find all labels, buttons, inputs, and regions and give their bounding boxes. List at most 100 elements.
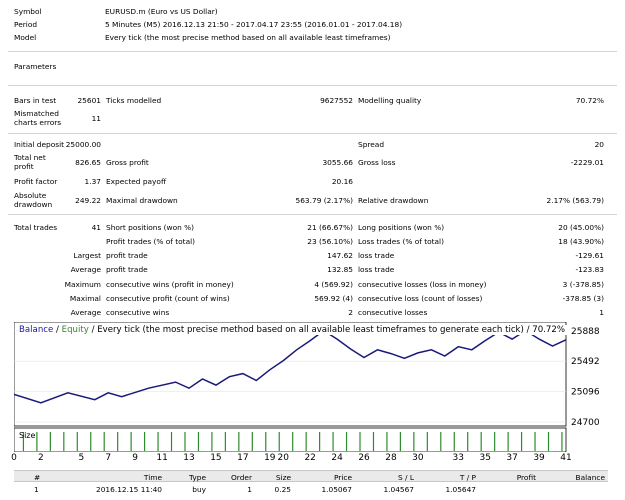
divider: [8, 51, 617, 52]
legend-description: / Every tick (the most precise method ba…: [91, 325, 566, 335]
mxl-cp-value: 569.92 (4): [314, 294, 353, 303]
model-label: Model: [14, 33, 37, 42]
x-tick-label: 0: [11, 453, 17, 463]
table-row[interactable]: 1 2016.12.15 11:40 buy 1 0.25 1.05067 1.…: [14, 483, 608, 495]
pf-label: Profit factor: [14, 177, 58, 186]
col-num: #: [34, 473, 41, 482]
mismatch-label: Mismatched charts errors: [14, 109, 62, 127]
largest-pt-value: 147.62: [327, 251, 353, 260]
average-lt-label: loss trade: [358, 265, 395, 274]
period-label: Period: [14, 20, 38, 29]
x-tick-label: 17: [237, 453, 249, 463]
x-tick-label: 30: [412, 453, 424, 463]
maxdd-label: Maximal drawdown: [106, 196, 178, 205]
lt-label: Loss trades (% of total): [358, 237, 444, 246]
avg-cl-label: consecutive losses: [358, 308, 428, 317]
x-tick-label: 39: [533, 453, 545, 463]
trades-label: Total trades: [14, 223, 58, 232]
netprofit-value: 826.65: [75, 158, 101, 167]
short-value: 21 (66.67%): [307, 223, 353, 232]
average-pt-value: 132.85: [327, 265, 353, 274]
netprofit-label: Total net profit: [14, 153, 46, 171]
grossloss-label: Gross loss: [358, 158, 396, 167]
y-tick-labels: 24700 25096 25492 25888: [571, 327, 600, 428]
chart-plot-frame: [14, 322, 567, 427]
long-value: 20 (45.00%): [558, 223, 604, 232]
size-panel-frame: [14, 427, 567, 452]
max-cw-value: 4 (569.92): [314, 280, 353, 289]
largest-lt-value: -129.61: [575, 251, 604, 260]
col-price: Price: [333, 473, 352, 482]
grossprofit-value: 3055.66: [322, 158, 353, 167]
y-tick-label: 25888: [571, 327, 600, 337]
max-cw-label: consecutive wins (profit in money): [106, 280, 234, 289]
bars-value: 25601: [77, 96, 101, 105]
period-value: 5 Minutes (M5) 2016.12.13 21:50 - 2017.0…: [105, 20, 403, 29]
balance-chart: 24700 25096 25492 25888 Balance / Equity / …: [14, 322, 608, 452]
largest-label: Largest: [73, 251, 101, 260]
quality-value: 70.72%: [575, 96, 604, 105]
ticks-value: 9627552: [320, 96, 353, 105]
mismatch-value: 11: [91, 114, 101, 123]
size-bars: [22, 432, 563, 451]
spread-value: 20: [594, 140, 604, 149]
short-label: Short positions (won %): [106, 223, 195, 232]
average2-label: Average: [70, 308, 101, 317]
absdd-value: 249.22: [75, 196, 101, 205]
x-tick-label: 22: [304, 453, 316, 463]
cell-order: 1: [247, 485, 252, 494]
largest-pt-label: profit trade: [106, 251, 148, 260]
col-size: Size: [275, 473, 291, 482]
x-tick-label: 15: [210, 453, 222, 463]
avg-cw-value: 2: [348, 308, 353, 317]
x-tick-label: 9: [132, 453, 139, 463]
cell-tp: 1.05647: [445, 485, 476, 494]
col-balance: Balance: [575, 473, 605, 482]
pf-value: 1.37: [84, 177, 101, 186]
x-tick-label: 35: [479, 453, 491, 463]
cell-price: 1.05067: [321, 485, 352, 494]
mxl-cl-value: -378.85 (3): [562, 294, 604, 303]
largest-lt-label: loss trade: [358, 251, 395, 260]
trades-value: 41: [91, 223, 101, 232]
legend-balance: Balance: [19, 325, 54, 335]
deposit-label: Initial deposit: [14, 140, 65, 149]
average-pt-label: profit trade: [106, 265, 148, 274]
x-tick-label: 7: [105, 453, 112, 463]
y-tick-label: 24700: [571, 418, 600, 428]
col-time: Time: [143, 473, 162, 482]
trades-table-header: # Time Type Order Size Price S / L T / P…: [14, 470, 608, 482]
average-label: Average: [70, 265, 101, 274]
col-type: Type: [189, 473, 206, 482]
x-tick-label: 28: [385, 453, 397, 463]
col-tp: T / P: [459, 473, 476, 482]
symbol-value: EURUSD.m (Euro vs US Dollar): [105, 7, 218, 16]
col-profit: Profit: [516, 473, 536, 482]
balance-chart-svg: 24700 25096 25492 25888: [14, 322, 600, 452]
payoff-label: Expected payoff: [106, 177, 167, 186]
divider: [8, 214, 617, 215]
chart-legend: Balance / Equity / Every tick (the most …: [19, 325, 568, 335]
maximal-label: Maximal: [69, 294, 101, 303]
legend-separator: /: [56, 325, 59, 335]
quality-label: Modelling quality: [358, 96, 422, 105]
payoff-value: 20.16: [331, 177, 353, 186]
cell-sl: 1.04567: [383, 485, 414, 494]
model-value: Every tick (the most precise method base…: [105, 33, 391, 42]
ticks-label: Ticks modelled: [106, 96, 162, 105]
avg-cw-label: consecutive wins: [106, 308, 170, 317]
cell-size: 0.25: [274, 485, 291, 494]
col-order: Order: [230, 473, 252, 482]
y-tick-label: 25096: [571, 388, 600, 398]
cell-num: 1: [34, 485, 39, 494]
size-label: Size: [19, 431, 36, 440]
x-tick-label: 33: [452, 453, 464, 463]
grossprofit-label: Gross profit: [106, 158, 149, 167]
x-tick-label: 2: [38, 453, 44, 463]
x-tick-label: 41: [560, 453, 572, 463]
absdd-label: Absolute drawdown: [14, 191, 53, 209]
x-tick-label: 24: [331, 453, 343, 463]
mxl-cp-label: consecutive profit (count of wins): [106, 294, 230, 303]
x-tick-label: 26: [358, 453, 370, 463]
average-lt-value: -123.83: [575, 265, 604, 274]
